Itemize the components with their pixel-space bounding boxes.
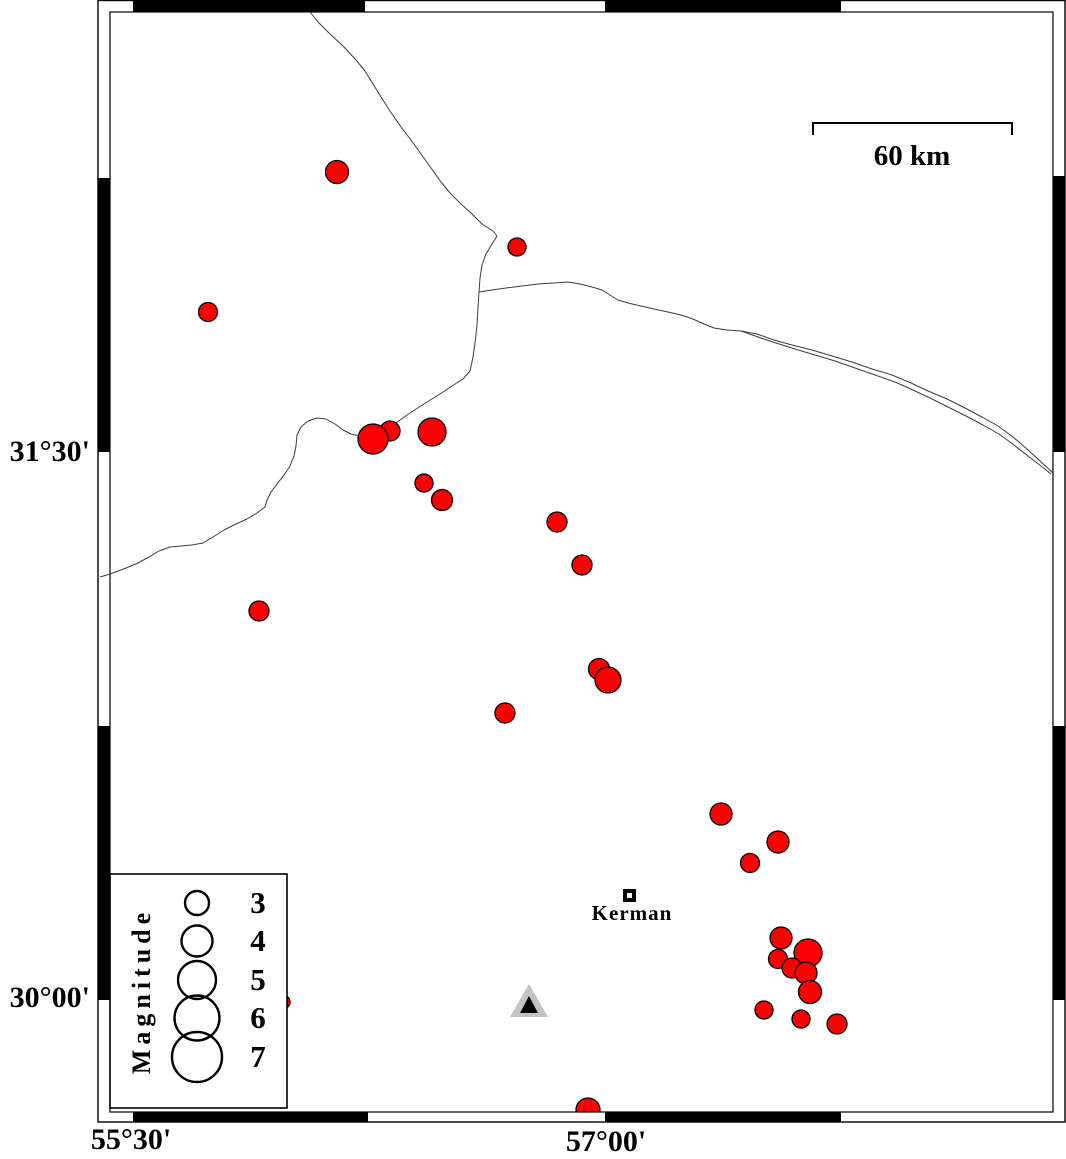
lat-label-30-00: 30°00': [9, 981, 90, 1014]
earthquake-marker: [494, 702, 516, 724]
frame-tick-segment: [133, 0, 365, 12]
legend-magnitude-circle: [170, 1030, 224, 1084]
scale-bar-label: 60 km: [873, 140, 951, 172]
river-line: [740, 330, 1052, 475]
scale-bar: [812, 122, 1013, 135]
frame-tick-segment: [605, 0, 841, 12]
earthquake-marker: [417, 417, 447, 447]
magnitude-legend-graphics: [109, 873, 288, 1109]
legend-value-3: 3: [250, 885, 266, 920]
earthquake-marker: [709, 802, 733, 826]
legend-box: [109, 873, 288, 1109]
frame-tick-segment: [98, 726, 110, 1000]
earthquake-marker: [357, 423, 389, 455]
earthquake-marker: [594, 666, 622, 694]
legend-magnitude-circle: [180, 924, 214, 958]
legend-title: Magnitude: [127, 907, 156, 1075]
earthquake-marker: [826, 1013, 848, 1035]
earthquake-marker: [414, 473, 434, 493]
river-lines-layer: [109, 11, 1054, 575]
earthquake-marker: [248, 600, 270, 622]
earthquake-marker: [769, 926, 793, 950]
city-square-marker-center: [627, 893, 632, 898]
earthquake-marker: [739, 852, 761, 874]
earthquake-marker: [430, 488, 454, 512]
earthquake-marker: [797, 979, 823, 1005]
earthquake-marker: [197, 301, 219, 323]
city-label-kerman: Kerman: [591, 901, 673, 925]
frame-tick-segment: [133, 1112, 368, 1122]
legend-value-4: 4: [250, 923, 266, 958]
legend-magnitude-circle: [173, 994, 221, 1042]
river-line: [99, 573, 111, 578]
lat-label-31-30: 31°30': [9, 435, 90, 468]
point-markers-layer: [510, 889, 636, 1017]
earthquake-marker: [571, 554, 593, 576]
river-tail-layer: [99, 573, 111, 578]
frame-tick-segment: [1053, 726, 1065, 1000]
scale-bar-bracket: [812, 122, 1013, 135]
frame-tick-segment: [1053, 176, 1065, 452]
frame-tick-segment: [98, 178, 110, 452]
earthquake-marker: [324, 159, 350, 185]
map-frame: [97, 0, 1066, 1123]
river-line: [478, 281, 1054, 474]
earthquake-markers-layer: [197, 159, 848, 1123]
lon-label-55-30: 55°30': [90, 1123, 172, 1156]
legend-magnitude-circle: [183, 889, 211, 917]
legend-value-6: 6: [250, 1000, 266, 1035]
frame-outer-border: [97, 0, 1066, 1123]
frame-inner-border: [109, 11, 1054, 1113]
earthquake-marker: [754, 1000, 774, 1020]
legend-magnitude-circle: [176, 959, 218, 1001]
station-triangle-inner: [520, 996, 538, 1013]
earthquake-marker: [546, 511, 568, 533]
legend-value-5: 5: [250, 962, 266, 997]
earthquake-marker: [791, 1009, 811, 1029]
lon-label-57-00: 57°00': [565, 1125, 647, 1158]
earthquake-marker: [766, 830, 790, 854]
river-line: [109, 11, 498, 575]
frame-tick-segment: [605, 1112, 841, 1122]
earthquake-marker: [507, 237, 527, 257]
legend-value-7: 7: [250, 1039, 266, 1074]
